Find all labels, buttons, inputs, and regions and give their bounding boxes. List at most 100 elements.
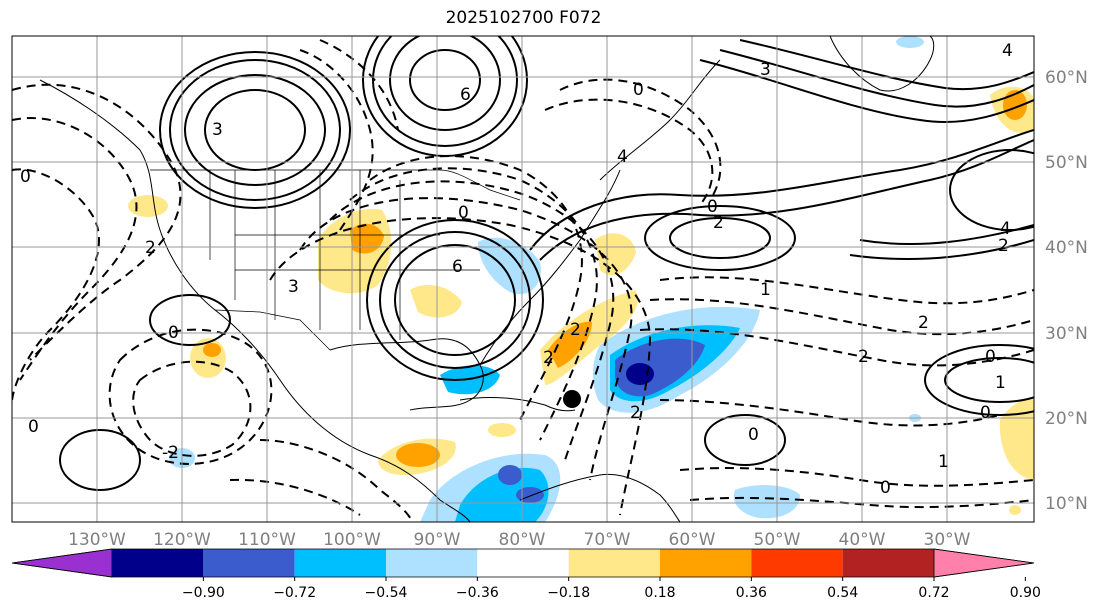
lat-label: 60°N bbox=[1045, 68, 1088, 88]
contour-label: 2 bbox=[145, 238, 156, 258]
coastline-gulf bbox=[329, 338, 484, 411]
contour-label: 0 bbox=[28, 417, 39, 437]
map-title: 2025102700 F072 bbox=[445, 8, 602, 28]
lon-label: 110°W bbox=[238, 530, 296, 550]
contour-label: 1 bbox=[938, 452, 949, 472]
graticule bbox=[12, 36, 1034, 522]
contour-solid bbox=[59, 429, 141, 491]
shade-small-pos bbox=[1009, 505, 1021, 515]
lon-label: 30°W bbox=[924, 530, 971, 550]
location-marker bbox=[563, 390, 581, 408]
contour-dashed bbox=[132, 360, 252, 457]
contour-dashed bbox=[689, 496, 1034, 509]
contour-label: 4 bbox=[1000, 219, 1011, 239]
shade-eq-atlantic-neg bbox=[733, 485, 800, 519]
border-us-mexico bbox=[214, 309, 331, 351]
shade-east-atl-pos bbox=[999, 398, 1034, 480]
contour-dashed bbox=[659, 399, 1001, 427]
lon-label: 130°W bbox=[68, 530, 126, 550]
contour-label: 4 bbox=[1002, 41, 1013, 61]
contour-label: 2 bbox=[858, 347, 869, 367]
contour-dashed bbox=[229, 478, 361, 516]
lon-label: 60°W bbox=[669, 530, 716, 550]
lon-label: 90°W bbox=[414, 530, 461, 550]
lat-label: 10°N bbox=[1045, 494, 1088, 514]
contour-label: 2 bbox=[570, 320, 581, 340]
colorbar-tick-label: −0.90 bbox=[182, 585, 225, 601]
shade-gulf-honduras-pos-mid bbox=[396, 443, 440, 467]
contour-label: 1 bbox=[995, 373, 1006, 393]
colorbar-segment bbox=[112, 549, 204, 577]
contour-label: 0 bbox=[20, 167, 31, 187]
border-us-canada bbox=[150, 169, 521, 201]
contour-label: 2 bbox=[998, 236, 1009, 256]
contour-dashed bbox=[12, 83, 182, 361]
colorbar-segment bbox=[477, 549, 569, 577]
contour-label: 0 bbox=[458, 203, 469, 223]
contour-label: 0 bbox=[748, 425, 759, 445]
shade-caribbean-neg-deep bbox=[498, 465, 522, 485]
contour-dashed bbox=[108, 328, 273, 465]
shade-southeast-pos bbox=[410, 284, 462, 318]
contour-solid bbox=[394, 244, 516, 356]
colorbar-segment bbox=[751, 549, 843, 577]
shade-north-atl-neg bbox=[896, 36, 924, 48]
lat-label: 20°N bbox=[1045, 409, 1088, 429]
colorbar-tick-label: −0.72 bbox=[273, 585, 316, 601]
contour-label: 4 bbox=[617, 147, 628, 167]
contour-solid bbox=[704, 414, 786, 466]
lon-label: 70°W bbox=[584, 530, 631, 550]
colorbar-segment bbox=[386, 549, 478, 577]
coastline-south-america bbox=[519, 473, 681, 522]
lon-label: 100°W bbox=[323, 530, 381, 550]
contour-label: 0 bbox=[880, 478, 891, 498]
contour-solid bbox=[539, 139, 1034, 261]
coastlines bbox=[39, 36, 935, 522]
contour-solid bbox=[159, 51, 351, 209]
lat-label: 40°N bbox=[1045, 238, 1088, 258]
contour-solid bbox=[924, 344, 1034, 416]
lon-label: 120°W bbox=[153, 530, 211, 550]
contour-label: 3 bbox=[760, 60, 771, 80]
colorbar-extend-high bbox=[933, 548, 1035, 578]
contour-dashed bbox=[679, 467, 1034, 487]
contour-dashed bbox=[559, 78, 722, 201]
colorbar-tick-label: 0.36 bbox=[736, 585, 767, 601]
shade-mexico-pos-mid bbox=[203, 343, 221, 357]
lat-axis: 60°N 50°N 40°N 30°N 20°N 10°N bbox=[1045, 68, 1088, 514]
contour-label: 0 bbox=[633, 80, 644, 100]
contour-label: 3 bbox=[288, 277, 299, 297]
colorbar-tick-label: 0.54 bbox=[827, 585, 858, 601]
colorbar: −0.90 −0.72 −0.54 −0.36 −0.18 0.18 0.36 0.54 0.7… bbox=[11, 548, 1041, 601]
shade-caribbean-neg-mid bbox=[455, 467, 549, 522]
lon-label: 40°W bbox=[839, 530, 886, 550]
contour-label: -2 bbox=[162, 443, 179, 463]
colorbar-tick-label: 0.90 bbox=[1010, 585, 1041, 601]
shade-plains-pos-mid bbox=[350, 223, 384, 254]
map-frame bbox=[11, 35, 1035, 523]
colorbar-tick-label: −0.36 bbox=[456, 585, 499, 601]
colorbar-segment bbox=[842, 549, 934, 577]
lon-label: 80°W bbox=[499, 530, 546, 550]
coastline-cuba bbox=[459, 397, 576, 412]
coastline-east bbox=[479, 169, 621, 366]
shade-atlantic-neg-core bbox=[626, 363, 654, 385]
contour-solid bbox=[644, 205, 796, 271]
contour-solid bbox=[859, 224, 1034, 246]
colorbar-segment bbox=[203, 549, 295, 577]
positive-anomaly-shading bbox=[128, 86, 1034, 515]
contour-dashed bbox=[269, 217, 652, 516]
colorbar-segment bbox=[660, 549, 752, 577]
contour-dashed bbox=[639, 328, 1034, 367]
contour-label: 2 bbox=[713, 213, 724, 233]
shade-caribbean-neg-deep2 bbox=[516, 487, 544, 503]
contour-solid bbox=[409, 49, 481, 111]
colorbar-tick-label: −0.54 bbox=[365, 585, 408, 601]
lat-label: 30°N bbox=[1045, 324, 1088, 344]
contour-label: 1 bbox=[760, 280, 771, 300]
coastline-greenland bbox=[829, 36, 935, 92]
contour-label: 3 bbox=[212, 120, 223, 140]
contour-solid bbox=[169, 59, 341, 201]
contour-solid bbox=[739, 39, 1034, 91]
contour-solid bbox=[184, 74, 326, 186]
